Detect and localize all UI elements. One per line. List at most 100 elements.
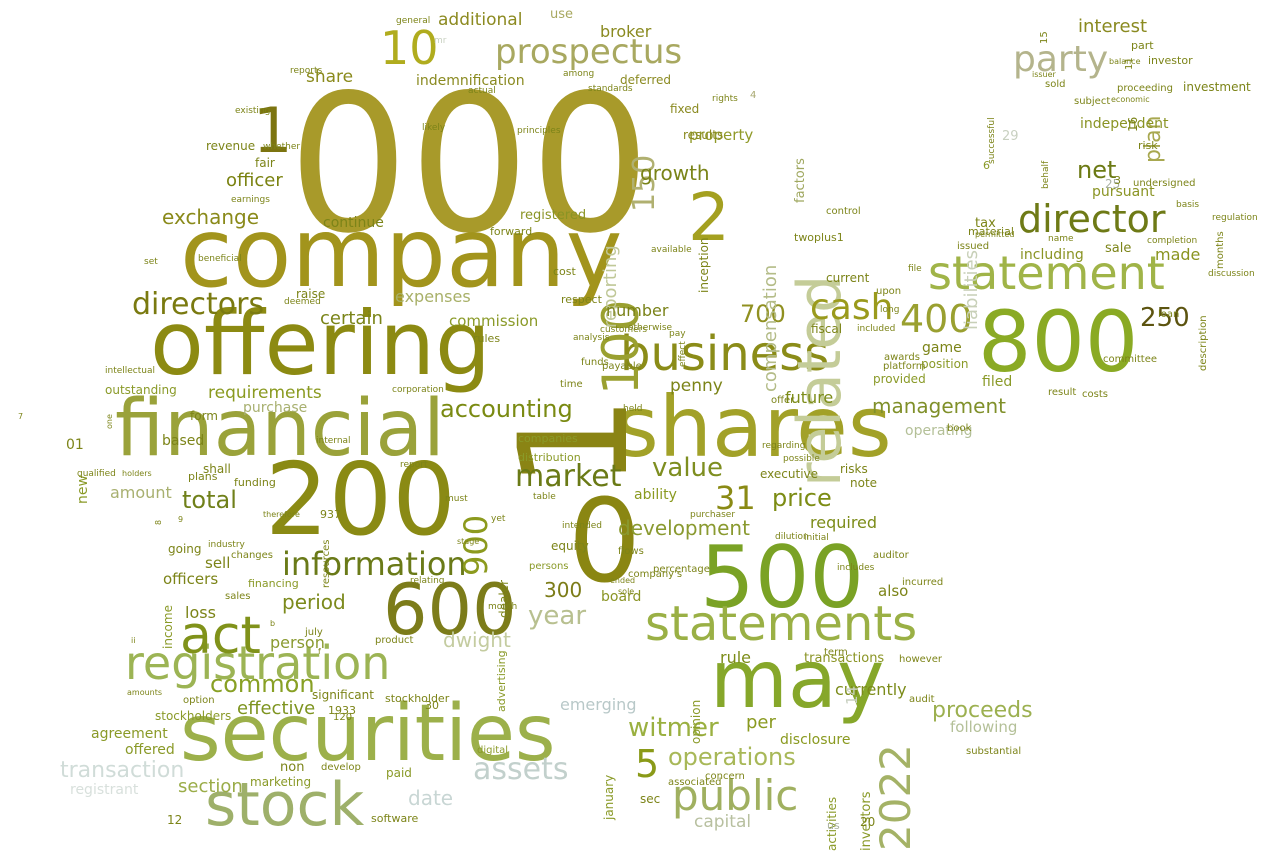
word-indemnification: indemnification [416, 73, 525, 89]
word-held: held [623, 404, 643, 414]
word-act: act [180, 606, 261, 666]
word-financing: financing [248, 577, 299, 590]
word-description: description [1198, 315, 1209, 371]
word-stage: stage [457, 537, 480, 546]
word-5: 5 [635, 742, 660, 786]
word-sold: sold [1045, 79, 1066, 90]
word-general: general [396, 16, 431, 26]
word-29: 29 [1002, 129, 1019, 144]
word-name: name [1048, 234, 1074, 244]
word-incurred: incurred [902, 577, 944, 588]
word-based: based [162, 433, 205, 449]
word-b: b [270, 619, 276, 628]
word-inception: inception [697, 237, 711, 293]
word-public: public [672, 771, 799, 820]
word-regulation: regulation [1212, 213, 1258, 223]
word-plans: plans [188, 470, 218, 483]
word-regarding: regarding [762, 441, 806, 451]
word-12: 12 [167, 813, 183, 827]
word-customers: customers [600, 325, 648, 335]
word-period: period [282, 590, 346, 614]
word-outstanding: outstanding [105, 383, 177, 397]
word-new: new [75, 475, 91, 504]
word-beneficial: beneficial [198, 254, 242, 264]
word-information: information [282, 545, 467, 583]
word-000: 000 [288, 54, 651, 275]
word-effective: effective [237, 698, 316, 719]
word-available: available [651, 245, 692, 255]
word-develop: develop [321, 762, 361, 773]
word-control: control [826, 206, 861, 217]
word-intended: intended [562, 521, 602, 531]
word-per: per [746, 712, 776, 733]
word-sole: sole [618, 587, 635, 596]
word-including: including [1020, 247, 1084, 263]
word-independent: independent [1080, 116, 1169, 132]
word-penny: penny [670, 376, 723, 396]
word-however: however [899, 654, 942, 665]
word-advertising: advertising [495, 650, 508, 712]
word-board: board [601, 589, 642, 605]
word-1933: 1933 [328, 704, 356, 717]
word-agreement: agreement [91, 726, 168, 742]
word-registration: registration [125, 636, 391, 690]
word-issuer: issuer [1032, 70, 1056, 79]
word-deemed: deemed [284, 297, 321, 307]
word-respect: respect [561, 293, 602, 306]
word-section: section [178, 776, 243, 797]
word-economic: economic [1111, 95, 1150, 104]
word-changes: changes [231, 550, 274, 561]
word-transaction: transaction [60, 758, 185, 783]
word-dwight: dwight [443, 628, 511, 652]
word-number: number [606, 301, 669, 320]
word-purchase: purchase [243, 400, 308, 416]
word-resources: resources [321, 539, 332, 588]
word-companies: companies [518, 432, 578, 445]
word-exchange: exchange [162, 205, 260, 229]
word-sec: sec [640, 792, 661, 806]
word-dilution: dilution [775, 532, 809, 542]
word-relating: relating [410, 576, 445, 586]
word-form: form [190, 409, 218, 423]
word-31: 31 [715, 479, 756, 517]
word-500: 500 [700, 528, 865, 628]
word-01: 01 [66, 437, 84, 453]
word-earnings: earnings [231, 195, 270, 205]
word-120: 120 [333, 712, 353, 723]
word-sales: sales [225, 591, 251, 602]
word-included: included [857, 324, 896, 334]
word-price: price [772, 484, 832, 512]
word-otherwise: otherwise [628, 323, 673, 333]
word-prospectus: prospectus [495, 32, 683, 72]
word-11: 11 [1124, 57, 1135, 70]
word-development: development [618, 516, 750, 540]
word-total: total [182, 486, 237, 514]
word-includes: includes [837, 563, 875, 573]
word-going: going [168, 542, 202, 556]
word-existing: existing [235, 106, 271, 116]
word-auditor: auditor [873, 550, 909, 561]
word-one: one [105, 414, 114, 429]
word-8: 8 [154, 519, 163, 525]
word-digital: digital [477, 745, 509, 756]
word-continue: continue [323, 215, 384, 231]
word-must: must [445, 494, 468, 504]
word-persons: persons [529, 561, 569, 572]
word-fair: fair [255, 156, 275, 170]
word-4: 4 [750, 90, 757, 101]
word-transactions: transactions [804, 651, 885, 666]
word-800: 800 [978, 293, 1139, 391]
word-position: position [921, 357, 969, 371]
word-purchaser: purchaser [690, 510, 736, 520]
word-part: part [1131, 39, 1154, 52]
word-concern: concern [705, 771, 745, 782]
word-upon: upon [876, 286, 902, 297]
word-company: company [180, 197, 623, 309]
word-loss: loss [185, 603, 216, 622]
word-qualified: qualified [77, 469, 116, 479]
word-f: f [318, 647, 321, 656]
word-future: future [785, 388, 834, 407]
word-2: 2 [688, 179, 730, 256]
word-director: director [1018, 197, 1166, 241]
